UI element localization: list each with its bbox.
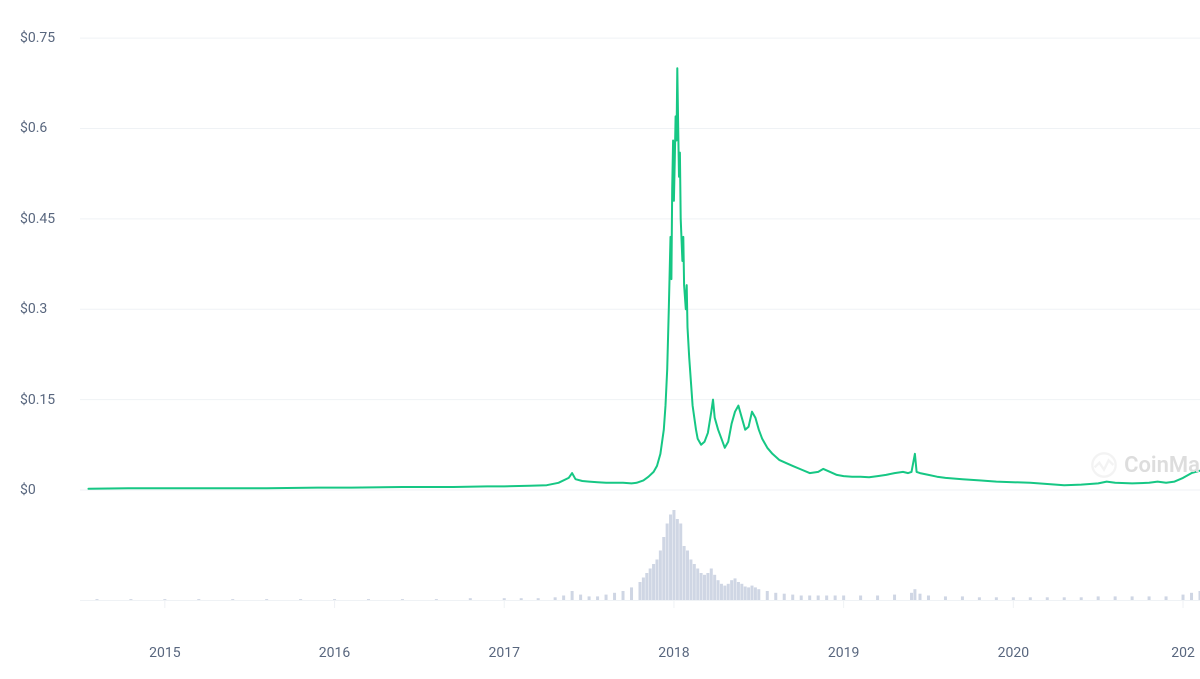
y-tick-label: $0.3 xyxy=(20,301,47,317)
y-tick-label: $0.6 xyxy=(20,120,47,136)
y-tick-label: $0.75 xyxy=(20,30,55,46)
x-tick-label: 2019 xyxy=(828,645,859,661)
x-tick-label: 202 xyxy=(1171,645,1195,661)
y-tick-label: $0 xyxy=(20,482,36,498)
x-tick-label: 2016 xyxy=(319,645,350,661)
price-chart[interactable]: $0 $0.15 $0.3 $0.45 $0.6 $0.75 2015 2016 2017 20… xyxy=(0,0,1200,679)
x-tick-label: 2017 xyxy=(488,645,519,661)
y-tick-label: $0.15 xyxy=(20,392,55,408)
x-tick-label: 2018 xyxy=(658,645,689,661)
x-tick-label: 2015 xyxy=(149,645,180,661)
chart-svg xyxy=(0,0,1200,679)
x-tick-label: 2020 xyxy=(998,645,1029,661)
y-tick-label: $0.45 xyxy=(20,211,55,227)
